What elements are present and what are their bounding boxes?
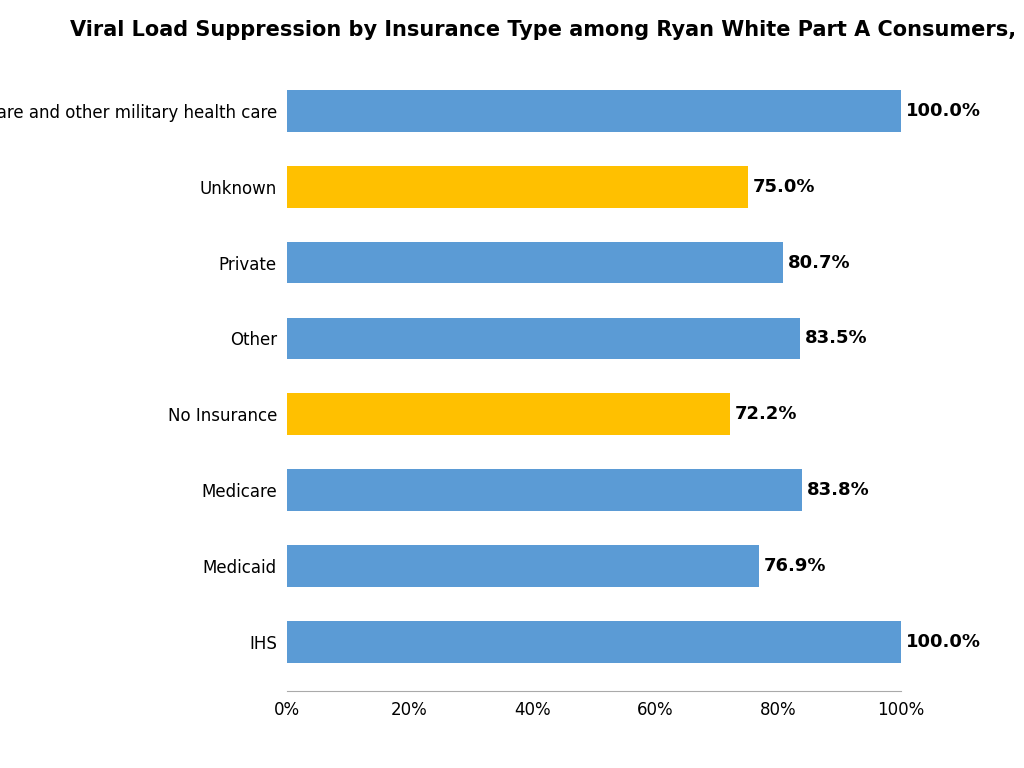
Bar [287, 545, 759, 587]
Text: 100.0%: 100.0% [906, 102, 981, 120]
Text: 80.7%: 80.7% [787, 253, 850, 272]
Title: Viral Load Suppression by Insurance Type among Ryan White Part A Consumers, FY 2: Viral Load Suppression by Insurance Type… [70, 21, 1024, 41]
Text: 72.2%: 72.2% [735, 406, 798, 423]
Bar [287, 90, 901, 132]
Bar [287, 317, 800, 359]
Text: 100.0%: 100.0% [906, 633, 981, 650]
Text: 83.8%: 83.8% [807, 481, 869, 499]
Text: 75.0%: 75.0% [753, 177, 815, 196]
Text: 83.5%: 83.5% [805, 329, 867, 347]
Text: 76.9%: 76.9% [764, 557, 826, 575]
Bar [287, 621, 901, 663]
Bar [287, 469, 802, 511]
Bar [287, 166, 748, 207]
Bar [287, 242, 782, 283]
Bar [287, 393, 730, 435]
